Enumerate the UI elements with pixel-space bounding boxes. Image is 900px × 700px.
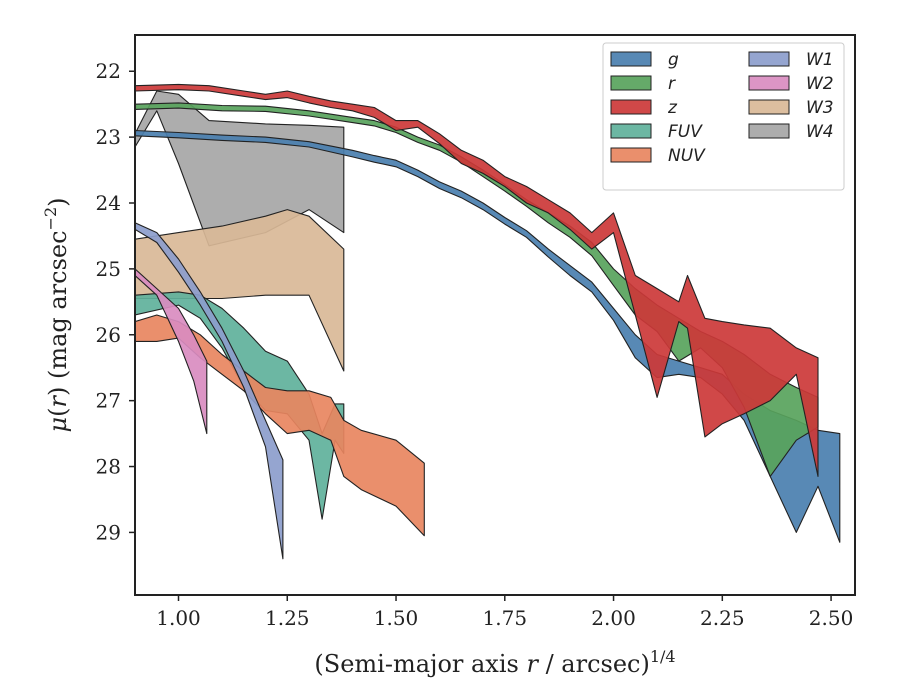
- legend-swatch-z: [610, 99, 652, 115]
- legend-swatch-w1: [748, 51, 790, 67]
- y-tick-label: 22: [96, 59, 121, 83]
- y-tick-label: 28: [96, 455, 121, 479]
- band-w2: [135, 268, 208, 435]
- x-tick-label: 1.50: [374, 606, 419, 630]
- legend-label-w2: W2: [806, 74, 834, 94]
- legend-label-w3: W3: [806, 98, 834, 118]
- y-axis: 22 23 24 25 26 27 28 29: [96, 59, 135, 544]
- series-bands: [135, 83, 841, 560]
- y-tick-label: 23: [96, 125, 121, 149]
- legend-swatch-fuv: [610, 123, 652, 139]
- y-tick-label: 24: [96, 191, 121, 215]
- legend-label-r: r: [668, 74, 676, 94]
- legend-swatch-w2: [748, 75, 790, 91]
- y-tick-label: 26: [96, 323, 121, 347]
- legend-label-nuv: NUV: [668, 146, 706, 166]
- band-z: [135, 83, 819, 477]
- legend-swatch-r: [610, 75, 652, 91]
- y-tick-label: 27: [96, 389, 121, 413]
- x-axis-label: (Semi-major axis r / arcsec)1/4: [314, 647, 675, 678]
- x-axis: 1.00 1.25 1.50 1.75 2.00 2.25 2.50: [156, 595, 853, 630]
- x-tick-label: 1.75: [483, 606, 528, 630]
- y-tick-label: 29: [96, 520, 121, 544]
- x-tick-label: 2.25: [700, 606, 745, 630]
- legend-label-g: g: [668, 50, 679, 70]
- plot-frame: [134, 34, 856, 596]
- legend-swatch-w4: [748, 123, 790, 139]
- x-tick-label: 1.00: [156, 606, 201, 630]
- x-tick-label: 2.50: [809, 606, 854, 630]
- legend-label-w1: W1: [806, 50, 834, 70]
- band-w1: [135, 222, 284, 560]
- y-tick-label: 25: [96, 257, 121, 281]
- x-tick-label: 2.00: [591, 606, 636, 630]
- y-axis-label: μ(r) (mag arcsec−2): [41, 197, 72, 432]
- legend: grz FUV NUV W1 W2 W3 W4: [602, 42, 845, 191]
- legend-label-w4: W4: [806, 122, 834, 142]
- legend-label-fuv: FUV: [668, 122, 703, 142]
- legend-swatch-nuv: [610, 147, 652, 163]
- band-g: [135, 129, 841, 543]
- legend-swatch-g: [610, 51, 652, 67]
- legend-label-z: z: [667, 98, 678, 118]
- legend-swatch-w3: [748, 99, 790, 115]
- x-tick-label: 1.25: [265, 606, 310, 630]
